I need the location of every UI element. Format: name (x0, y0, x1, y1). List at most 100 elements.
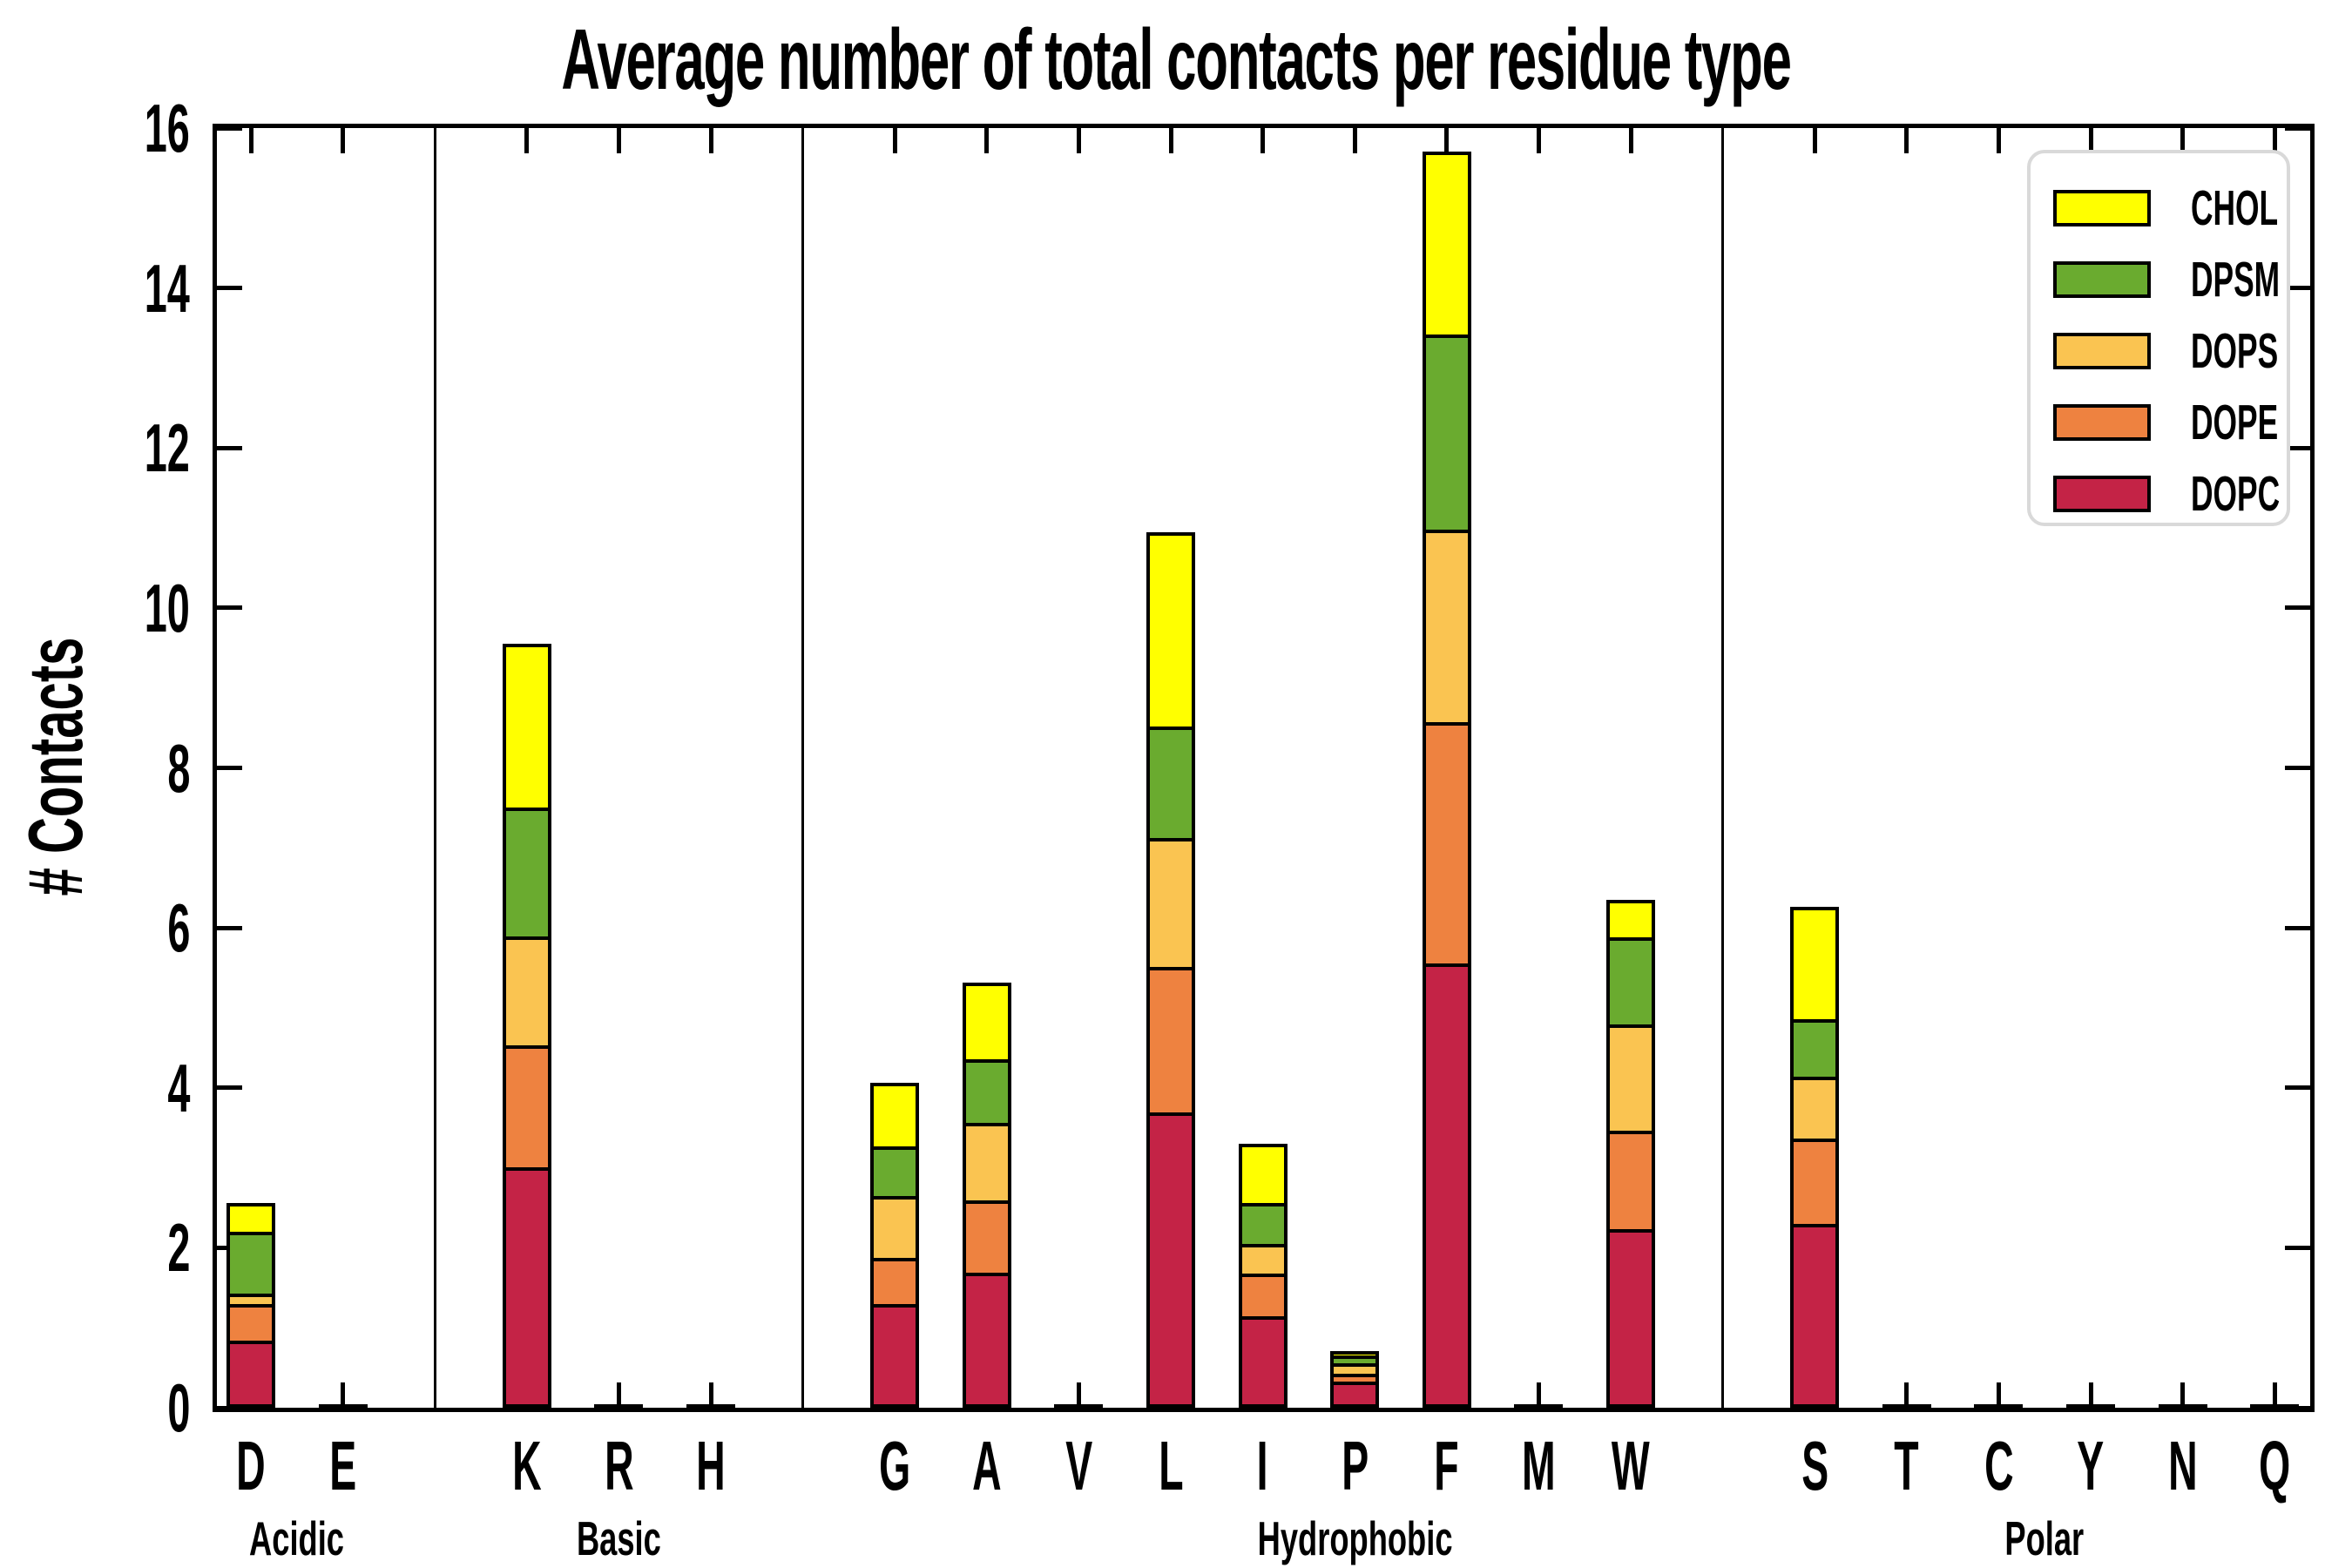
x-label-H: H (641, 1431, 781, 1501)
bar-N (2158, 1404, 2207, 1408)
bar-Y (2066, 1404, 2115, 1408)
y-tick-label-text: 12 (144, 409, 190, 487)
x-label-text: F (1434, 1427, 1459, 1504)
bar-segment-A-DPSM (965, 1063, 1008, 1127)
bar-segment-A-DOPS (965, 1126, 1008, 1204)
x-label-text: L (1158, 1427, 1184, 1504)
x-tick-top-F (1444, 128, 1450, 153)
x-tick-top-P (1352, 128, 1357, 153)
bar-segment-G-DPSM (874, 1150, 916, 1200)
chart-title: Average number of total contacts per res… (0, 10, 2352, 109)
x-tick-top-V (1076, 128, 1081, 153)
x-label-text: S (1801, 1427, 1828, 1504)
x-label-D: D (181, 1431, 321, 1501)
bar-segment-W-DOPS (1610, 1028, 1652, 1135)
bar-I (1238, 1144, 1288, 1408)
y-tick-label-0: 0 (42, 1374, 190, 1442)
x-tick-bottom-C (1996, 1382, 2001, 1408)
group-label-text: Hydrophobic (1257, 1511, 1453, 1565)
bar-segment-K-DOPS (505, 939, 548, 1050)
x-label-W: W (1561, 1431, 1700, 1501)
group-label-acidic: Acidic (114, 1515, 480, 1563)
bar-segment-D-DOPC (230, 1343, 272, 1404)
x-tick-bottom-Q (2272, 1382, 2277, 1408)
bar-segment-G-DOPC (874, 1307, 916, 1404)
x-label-C: C (1929, 1431, 2068, 1501)
legend-swatch-dopc (2053, 476, 2151, 512)
group-label-text: Basic (576, 1511, 661, 1565)
bar-segment-S-DOPC (1794, 1227, 1836, 1404)
bar-segment-P-DPSM (1334, 1358, 1376, 1368)
x-label-E: E (274, 1431, 413, 1501)
x-tick-top-D (248, 128, 253, 153)
legend-swatch-dope (2053, 404, 2151, 441)
y-tick-right-8 (2285, 766, 2310, 770)
legend-swatch-chol (2053, 190, 2151, 226)
legend-label-text: DPSM (2191, 251, 2281, 308)
bar-A (962, 982, 1011, 1408)
legend-item-dopc: DOPC (2031, 458, 2287, 530)
y-tick-right-6 (2285, 925, 2310, 930)
bar-W (1606, 900, 1655, 1408)
bar-S (1790, 907, 1840, 1408)
x-label-text: D (236, 1427, 266, 1504)
bar-T (1882, 1404, 1931, 1408)
x-label-text: E (329, 1427, 357, 1504)
y-tick-left-12 (217, 445, 242, 450)
x-tick-top-W (1628, 128, 1633, 153)
bar-segment-P-CHOL (1334, 1354, 1376, 1359)
y-tick-right-0 (2285, 1405, 2310, 1410)
x-label-text: P (1341, 1427, 1369, 1504)
x-tick-top-E (341, 128, 346, 153)
bar-segment-W-DOPC (1610, 1232, 1652, 1404)
y-tick-label-text: 16 (144, 90, 190, 166)
bar-F (1422, 151, 1471, 1408)
bar-V (1054, 1404, 1104, 1408)
bar-segment-P-DOPS (1334, 1367, 1376, 1377)
legend-item-dops: DOPS (2031, 315, 2287, 387)
x-tick-bottom-M (1536, 1382, 1541, 1408)
legend-label-text: DOPE (2191, 394, 2279, 450)
x-label-P: P (1285, 1431, 1424, 1501)
bar-segment-L-DPSM (1150, 729, 1192, 842)
legend-label-chol: CHOL (2191, 183, 2331, 233)
y-tick-left-6 (217, 925, 242, 930)
bar-segment-F-DOPS (1425, 533, 1468, 727)
y-tick-label-12: 12 (42, 414, 190, 482)
legend-item-chol: CHOL (2031, 172, 2287, 244)
y-tick-right-4 (2285, 1085, 2310, 1091)
x-tick-bottom-H (708, 1382, 713, 1408)
bar-segment-K-DOPC (505, 1170, 548, 1404)
y-tick-label-6: 6 (42, 894, 190, 962)
y-tick-right-16 (2285, 125, 2310, 131)
x-label-text: G (879, 1427, 911, 1504)
x-label-K: K (457, 1431, 597, 1501)
x-tick-bottom-Y (2088, 1382, 2093, 1408)
bar-R (594, 1404, 644, 1408)
x-label-L: L (1101, 1431, 1240, 1501)
bar-G (870, 1083, 920, 1408)
y-tick-left-16 (217, 125, 242, 131)
legend-swatch-dops (2053, 333, 2151, 369)
y-tick-left-0 (217, 1405, 242, 1410)
x-label-text: W (1612, 1427, 1650, 1504)
plot-area (213, 124, 2315, 1412)
y-tick-right-14 (2285, 286, 2310, 291)
x-label-N: N (2113, 1431, 2253, 1501)
bar-segment-D-DOPS (230, 1296, 272, 1308)
legend: CHOL DPSM DOPS DOPE DOPC (2027, 150, 2290, 526)
bar-segment-D-DPSM (230, 1234, 272, 1297)
group-divider (801, 128, 805, 1408)
x-label-text: Y (2077, 1427, 2105, 1504)
legend-label-dops: DOPS (2191, 322, 2332, 379)
y-tick-label-8: 8 (42, 734, 190, 802)
legend-label-text: DOPS (2191, 322, 2279, 379)
x-tick-top-L (1168, 128, 1173, 153)
bar-segment-D-DOPE (230, 1308, 272, 1344)
x-label-text: Q (2259, 1427, 2291, 1504)
bar-D (226, 1202, 275, 1408)
x-label-text: T (1894, 1427, 1919, 1504)
bar-L (1146, 531, 1195, 1408)
x-label-text: R (604, 1427, 634, 1504)
